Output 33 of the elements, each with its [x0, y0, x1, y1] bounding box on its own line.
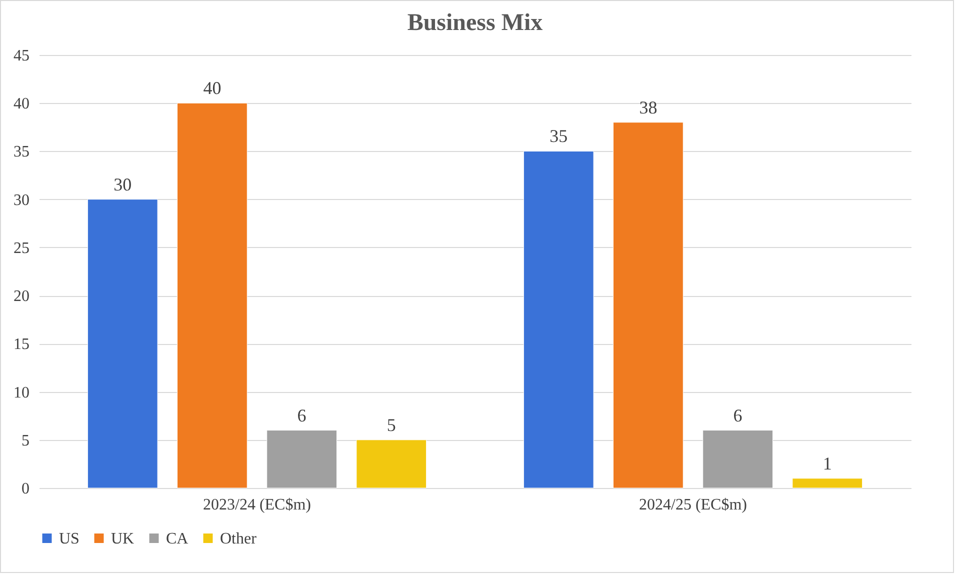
bar: [702, 430, 773, 488]
legend-label: Other: [220, 530, 258, 548]
legend-label: CA: [166, 530, 189, 548]
data-label: 1: [822, 453, 832, 474]
y-tick-label: 35: [14, 144, 30, 161]
y-tick-label: 30: [14, 192, 30, 209]
bar: [177, 102, 248, 488]
data-label: 40: [203, 78, 222, 98]
data-label: 35: [550, 126, 568, 146]
bar: [523, 150, 594, 488]
y-tick-label: 45: [14, 48, 30, 64]
y-tick-label: 15: [14, 336, 30, 354]
y-tick-label: 25: [14, 240, 30, 257]
bar: [613, 122, 684, 488]
chart-title: Business Mix: [407, 10, 543, 36]
legend-label: UK: [111, 530, 135, 548]
bar: [266, 430, 337, 488]
legend-label: US: [59, 530, 80, 548]
y-tick-label: 0: [22, 480, 30, 498]
y-tick-label: 20: [14, 288, 30, 306]
data-label: 38: [639, 97, 658, 118]
bar: [356, 440, 427, 488]
y-tick-label: 40: [14, 96, 30, 113]
data-label: 5: [386, 414, 396, 435]
bar: [87, 199, 158, 488]
data-label: 6: [297, 405, 306, 426]
x-tick-label: 2024/25 (EC$m): [639, 496, 747, 514]
y-tick-label: 10: [14, 384, 30, 402]
x-tick-label: 2023/24 (EC$m): [203, 496, 311, 514]
data-label: 30: [114, 174, 132, 194]
bar: [792, 478, 863, 488]
y-tick-label: 5: [22, 432, 30, 450]
data-label: 6: [733, 405, 742, 426]
